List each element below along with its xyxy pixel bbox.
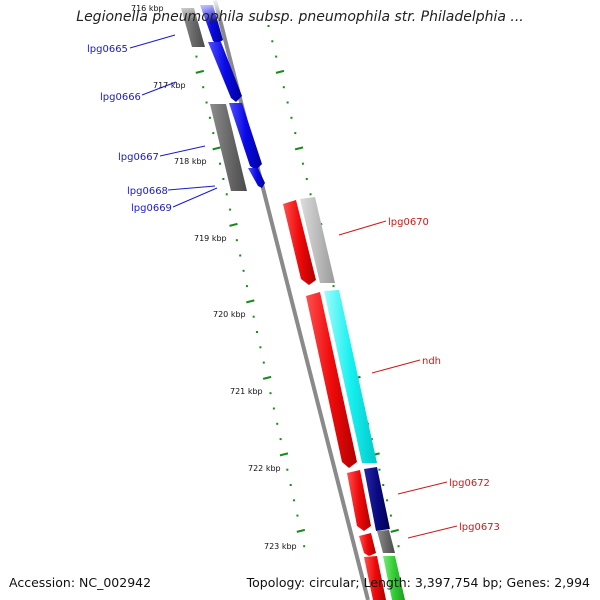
forward-strand-features xyxy=(120,0,265,191)
gene-label-lpg0667[interactable]: lpg0667 xyxy=(118,152,159,163)
gene-lpg0666-arrow[interactable] xyxy=(208,42,242,102)
scale-label-721: 721 kbp xyxy=(230,387,263,396)
scale-label-717: 717 kbp xyxy=(153,81,186,90)
gene-lpg0673-gray-block[interactable] xyxy=(377,530,395,553)
right-tick xyxy=(390,528,399,533)
right-tick xyxy=(294,146,304,151)
left-tick xyxy=(229,222,238,227)
scale-label-716: 716 kbp xyxy=(131,4,164,13)
gene-label-lpg0670[interactable]: lpg0670 xyxy=(388,217,429,228)
gene-lpg0673-arrow[interactable] xyxy=(359,533,376,556)
gene-lpg0672-arrow[interactable] xyxy=(347,470,371,531)
scale-label-722: 722 kbp xyxy=(248,464,281,473)
gene-label-lpg0672[interactable]: lpg0672 xyxy=(449,478,490,489)
left-tick xyxy=(195,69,205,74)
gene-label-lpg0668[interactable]: lpg0668 xyxy=(127,186,168,197)
scale-label-720: 720 kbp xyxy=(213,310,246,319)
page-title: Legionella pneumophila subsp. pneumophil… xyxy=(76,9,524,25)
genome-stats-text: Topology: circular; Length: 3,397,754 bp… xyxy=(246,575,590,590)
left-tick xyxy=(279,452,289,457)
left-tick xyxy=(262,375,272,380)
gene-label-ndh[interactable]: ndh xyxy=(422,356,441,367)
gene-lpg0667-gray-block[interactable] xyxy=(210,104,247,191)
gene-lpg0670-arrow[interactable] xyxy=(283,200,316,285)
gene-label-lpg0669[interactable]: lpg0669 xyxy=(131,203,172,214)
feature-red-bottom[interactable] xyxy=(364,556,386,600)
scale-label-723: 723 kbp xyxy=(264,542,297,551)
gene-lpg0668-arrow[interactable] xyxy=(248,168,265,188)
gene-label-lpg0673[interactable]: lpg0673 xyxy=(459,522,500,533)
scale-label-719: 719 kbp xyxy=(194,234,227,243)
gene-lpg0670-gray-block[interactable] xyxy=(300,197,335,283)
scale-label-718: 718 kbp xyxy=(174,157,207,166)
left-tick xyxy=(212,146,221,151)
left-tick xyxy=(246,299,255,304)
gene-ndh-arrow[interactable] xyxy=(306,292,357,468)
accession-text: Accession: NC_002942 xyxy=(9,575,152,590)
genome-backbone xyxy=(213,0,370,600)
gene-lpg0667-arrow[interactable] xyxy=(229,103,262,170)
gene-ndh-cyan-block[interactable] xyxy=(324,290,377,463)
feature-green-bottom[interactable] xyxy=(383,556,405,600)
label-leader-lines xyxy=(129,34,458,539)
top-fade xyxy=(120,0,260,22)
right-tick xyxy=(275,69,285,74)
left-tick xyxy=(296,528,306,533)
reverse-strand-features xyxy=(283,197,405,600)
gene-label-lpg0666[interactable]: lpg0666 xyxy=(100,92,141,103)
gene-lpg0672-navy-block[interactable] xyxy=(364,467,390,531)
gene-label-lpg0665[interactable]: lpg0665 xyxy=(87,44,128,55)
